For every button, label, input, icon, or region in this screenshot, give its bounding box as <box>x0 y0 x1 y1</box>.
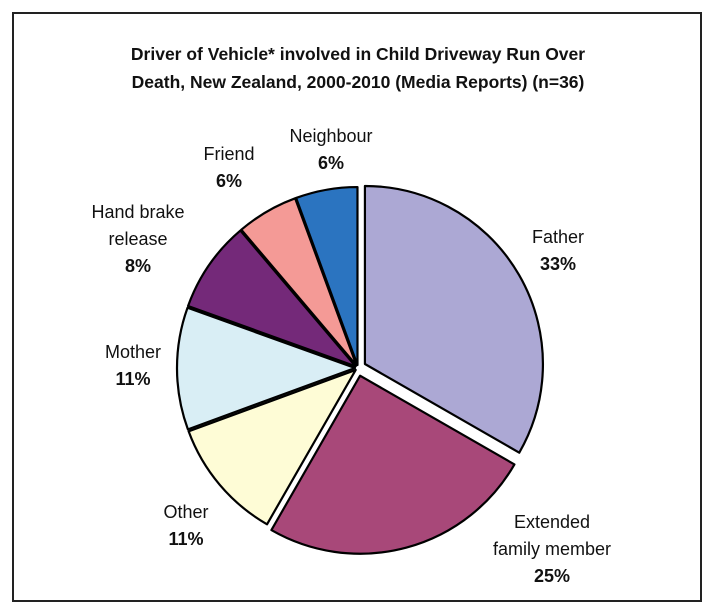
slice-name-label: family member <box>493 539 611 559</box>
pie-slice-father <box>363 184 544 454</box>
slice-label-father: Father 33% <box>532 227 584 274</box>
pie-slice-mother <box>175 306 357 431</box>
slice-name-label: Other <box>163 502 208 522</box>
chart-title-line-1: Driver of Vehicle* involved in Child Dri… <box>130 44 586 64</box>
slice-label-mother: Mother 11% <box>105 342 161 389</box>
slice-name-label: Extended <box>514 512 590 532</box>
slice-label-other: Other 11% <box>163 502 208 549</box>
chart-title-line-2: Death, New Zealand, 2000-2010 (Media Rep… <box>131 72 585 92</box>
slice-label-extended-family-member: Extended family member 25% <box>493 512 611 586</box>
slice-name-label: Father <box>532 227 584 247</box>
slice-percent-label: 11% <box>168 529 203 549</box>
slice-label-hand-brake-release: Hand brake release 8% <box>91 202 184 276</box>
slice-percent-label: 6% <box>216 171 242 191</box>
slice-percent-label: 11% <box>115 369 150 389</box>
slice-percent-label: 8% <box>125 256 151 276</box>
chart-title: Driver of Vehicle* involved in Child Dri… <box>60 40 656 96</box>
slice-name-label: Hand brake <box>91 202 184 222</box>
pie-slice-extended-family-member <box>270 374 516 555</box>
slice-name-label: release <box>108 229 167 249</box>
slice-name-label: Neighbour <box>289 126 372 146</box>
slice-percent-label: 6% <box>318 153 344 173</box>
slice-label-neighbour: Neighbour 6% <box>289 126 372 173</box>
slice-percent-label: 25% <box>534 566 570 586</box>
slice-name-label: Mother <box>105 342 161 362</box>
pie-slice-neighbour <box>295 185 359 367</box>
slice-name-label: Friend <box>203 144 254 164</box>
pie-slice-other <box>187 368 357 526</box>
slice-label-friend: Friend 6% <box>203 144 254 191</box>
slice-percent-label: 33% <box>540 254 576 274</box>
pie-slice-hand-brake-release <box>186 229 357 368</box>
